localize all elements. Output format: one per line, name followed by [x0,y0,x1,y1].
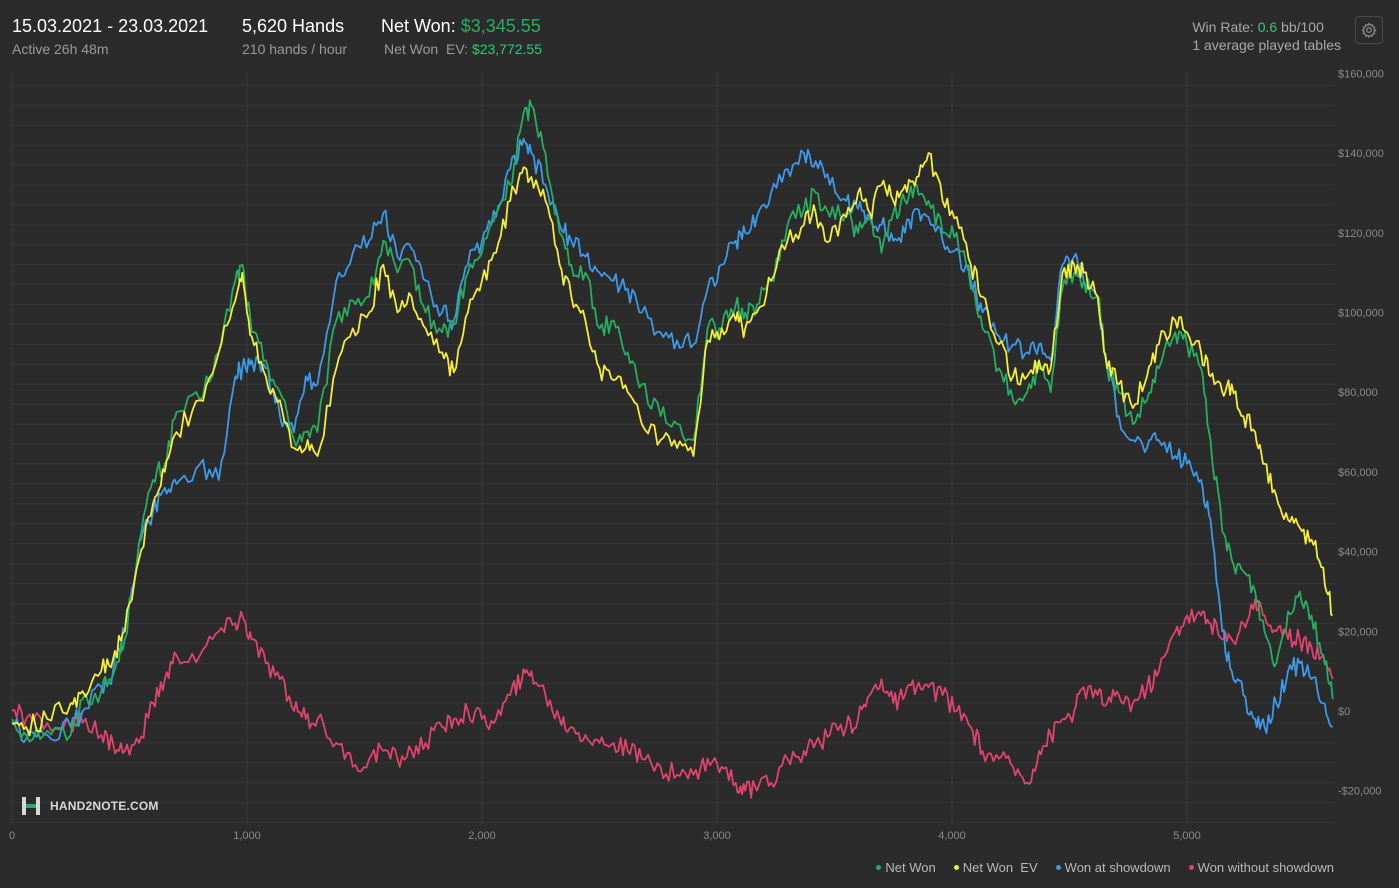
y-tick-label: $80,000 [1338,387,1378,399]
win-rate-block: Win Rate: 0.6 bb/100 1 average played ta… [1192,19,1341,53]
legend-item-net-won-ev[interactable]: Net Won EV [953,860,1038,875]
y-tick-label: $140,000 [1338,148,1384,160]
hand2note-logo-icon [22,797,40,815]
x-tick-label: 3,000 [703,830,731,842]
net-won-block: Net Won: $3,345.55 Net Won EV: $23,772.5… [381,16,542,57]
legend-dot [953,865,959,870]
y-tick-label: $60,000 [1338,467,1378,479]
series-line-1[interactable] [11,152,1334,737]
y-tick-label: -$20,000 [1338,786,1381,798]
hand2note-logo: HAND2NOTE.COM [20,795,159,817]
x-tick-label: 1,000 [233,830,261,842]
hands-per-hour: 210 hands / hour [242,41,348,57]
legend-dot [876,865,882,870]
net-won-label: Net Won: [381,16,456,36]
net-won-ev-label: Net Won EV: [384,41,469,57]
net-won-value: $3,345.55 [460,16,541,36]
legend-label: Won at showdown [1064,860,1171,875]
y-tick-label: $100,000 [1338,308,1384,320]
legend-item-won-without-showdown[interactable]: Won without showdown [1188,860,1334,875]
legend-item-net-won[interactable]: Net Won [876,860,936,875]
legend-label: Won without showdown [1197,860,1334,875]
chart-grid [11,72,1335,824]
chart-series [11,99,1334,799]
win-rate-value: 0.6 [1257,19,1278,35]
legend-label: Net Won EV [962,860,1038,875]
y-tick-label: $20,000 [1338,626,1378,638]
x-tick-label: 0 [9,830,15,842]
legend-dot [1188,865,1194,870]
logo-text: HAND2NOTE.COM [50,799,159,813]
net-won-ev-value: $23,772.55 [471,41,543,57]
legend-dot [1055,865,1061,870]
legend-label: Net Won [885,860,936,875]
settings-gear-button[interactable] [1355,16,1383,44]
plot-area [12,72,1335,824]
x-tick-label: 4,000 [938,830,966,842]
date-range: 15.03.2021 - 23.03.2021 [12,16,209,36]
y-tick-label: $120,000 [1338,228,1384,240]
win-rate-label: Win Rate: [1192,19,1254,35]
win-rate-unit: bb/100 [1281,19,1324,35]
y-tick-label: $0 [1338,706,1350,718]
tables-text: 1 average played tables [1192,37,1341,53]
chart-legend: Net Won Net Won EV Won at showdown Won w… [876,860,1334,875]
summary-header: 15.03.2021 - 23.03.2021 Active 26h 48m 5… [0,0,1399,70]
date-block: 15.03.2021 - 23.03.2021 Active 26h 48m [12,16,208,57]
chart-axes: $160,000 $140,000 $120,000 $100,000 $80,000 $… [9,68,1384,842]
hands-count: 5,620 Hands [242,16,345,36]
y-tick-label: $40,000 [1338,547,1378,559]
series-line-3[interactable] [11,598,1334,799]
x-tick-label: 2,000 [468,830,496,842]
legend-item-won-at-showdown[interactable]: Won at showdown [1055,860,1171,875]
x-tick-label: 5,000 [1173,830,1201,842]
hands-block: 5,620 Hands 210 hands / hour [242,16,347,57]
gear-icon [1361,22,1377,38]
active-time: Active 26h 48m [12,41,109,57]
y-tick-label: $160,000 [1338,68,1384,80]
series-line-2[interactable] [11,138,1333,744]
